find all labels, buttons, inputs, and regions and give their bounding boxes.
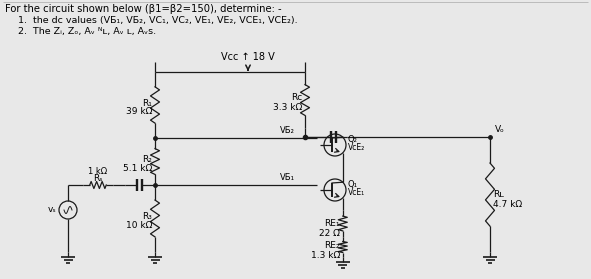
Text: VБ₂: VБ₂: [280, 126, 295, 135]
Text: 1.3 kΩ: 1.3 kΩ: [310, 251, 340, 259]
Text: 2.  The Zᵢ, Zₒ, Aᵥ ᴺʟ, Aᵥ ʟ, Aᵥs.: 2. The Zᵢ, Zₒ, Aᵥ ᴺʟ, Aᵥ ʟ, Aᵥs.: [18, 27, 156, 36]
Text: VБ₁: VБ₁: [280, 173, 295, 182]
Text: 39 kΩ: 39 kΩ: [126, 107, 152, 117]
Text: VᴄЕ₁: VᴄЕ₁: [348, 188, 365, 197]
Text: Q₂: Q₂: [348, 135, 358, 144]
Text: Rʟ: Rʟ: [493, 190, 504, 199]
Text: Vₒ: Vₒ: [495, 125, 505, 134]
Text: Q₁: Q₁: [348, 180, 358, 189]
Text: VᴄЕ₂: VᴄЕ₂: [348, 143, 365, 152]
Text: 22 Ω: 22 Ω: [319, 229, 340, 237]
Text: 3.3 kΩ: 3.3 kΩ: [273, 102, 302, 112]
Text: vₛ: vₛ: [47, 206, 56, 215]
Text: R₂: R₂: [142, 155, 152, 164]
Text: 4.7 kΩ: 4.7 kΩ: [493, 200, 522, 209]
Text: Vᴄᴄ ↑ 18 V: Vᴄᴄ ↑ 18 V: [221, 52, 275, 62]
Text: 10 kΩ: 10 kΩ: [126, 221, 152, 230]
Text: RЕ₂: RЕ₂: [324, 240, 340, 249]
Text: 1 kΩ: 1 kΩ: [89, 167, 108, 176]
Text: For the circuit shown below (β1=β2=150), determine: -: For the circuit shown below (β1=β2=150),…: [5, 4, 282, 14]
Text: Rᴄ: Rᴄ: [291, 93, 302, 102]
Text: R₁: R₁: [142, 98, 152, 107]
Text: Rₛ: Rₛ: [93, 174, 103, 183]
Text: RЕ₁: RЕ₁: [324, 218, 340, 227]
Text: 5.1 kΩ: 5.1 kΩ: [123, 164, 152, 173]
Text: R₃: R₃: [142, 212, 152, 221]
Text: 1.  the dc values (VБ₁, VБ₂, VС₁, VС₂, VЕ₁, VЕ₂, VСЕ₁, VСЕ₂).: 1. the dc values (VБ₁, VБ₂, VС₁, VС₂, VЕ…: [18, 16, 298, 25]
